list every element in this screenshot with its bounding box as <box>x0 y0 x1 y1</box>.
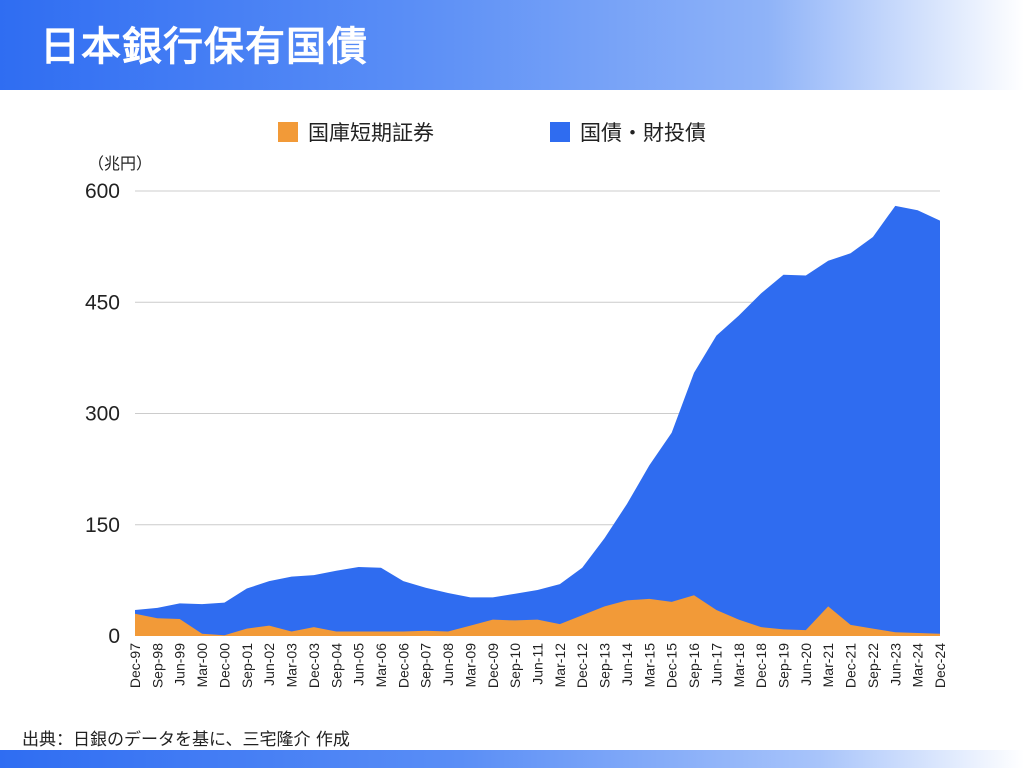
x-tick-label: Jun-20 <box>798 643 814 686</box>
legend-label-jgb: 国債・財投債 <box>580 121 706 145</box>
series-area-tb <box>135 595 940 636</box>
x-tick-label: Dec-21 <box>843 643 859 688</box>
x-tick-label: Mar-09 <box>462 643 478 688</box>
x-tick-label: Dec-03 <box>306 643 322 688</box>
x-tick-label: Sep-22 <box>865 643 881 688</box>
x-tick-label: Jun-14 <box>619 643 635 686</box>
area-layer <box>135 205 940 637</box>
x-tick-label: Dec-18 <box>753 643 769 688</box>
y-tick-label: 450 <box>85 291 120 314</box>
legend-item-jgb: 国債・財投債 <box>550 117 706 147</box>
bottom-bar <box>0 750 1024 768</box>
x-tick-label: Mar-03 <box>284 643 300 688</box>
x-tick-label: Jun-05 <box>351 643 367 686</box>
title-bar: 日本銀行保有国債 <box>0 0 1024 90</box>
y-tick-label: 150 <box>85 514 120 537</box>
x-tick-label: Mar-21 <box>820 643 836 688</box>
chart-legend: 国庫短期証券 国債・財投債 <box>0 117 1024 147</box>
x-tick-label: Mar-24 <box>910 643 926 688</box>
x-tick-label: Sep-16 <box>686 643 702 688</box>
x-tick-label: Sep-04 <box>328 643 344 688</box>
x-tick-layer: Dec-97 Sep-98 Jun-99 Mar-00 Dec-00 Sep-01 Jun-… <box>127 643 948 688</box>
source-note: 出典：日銀のデータを基に、三宅隆介 作成 <box>22 730 350 750</box>
y-tick-label: 0 <box>108 625 120 648</box>
x-tick-label: Mar-00 <box>194 643 210 688</box>
x-tick-label: Jun-08 <box>440 643 456 686</box>
x-tick-label: Sep-07 <box>418 643 434 688</box>
x-tick-label: Dec-15 <box>664 643 680 688</box>
x-tick-label: Dec-06 <box>395 643 411 688</box>
x-tick-label: Dec-00 <box>216 643 232 688</box>
page-title: 日本銀行保有国債 <box>40 24 368 70</box>
x-tick-label: Sep-01 <box>239 643 255 688</box>
x-tick-label: Mar-12 <box>552 643 568 688</box>
x-tick-label: Mar-15 <box>641 643 657 688</box>
x-tick-label: Jun-99 <box>172 643 188 686</box>
legend-swatch-tb <box>278 122 298 142</box>
legend-item-tb: 国庫短期証券 <box>278 117 434 147</box>
x-tick-label: Mar-18 <box>731 643 747 688</box>
y-tick-label: 300 <box>85 403 120 426</box>
y-tick-label: 600 <box>85 180 120 203</box>
x-tick-label: Dec-09 <box>485 643 501 688</box>
x-tick-label: Dec-12 <box>574 643 590 688</box>
x-tick-label: Jun-11 <box>530 643 546 685</box>
legend-swatch-jgb <box>550 122 570 142</box>
series-area-jgb <box>135 205 940 637</box>
y-tick-layer: 0 150 300 450 600 <box>85 180 120 648</box>
legend-label-tb: 国庫短期証券 <box>308 121 434 145</box>
y-axis-unit-label: （兆円） <box>88 154 153 173</box>
x-tick-label: Sep-13 <box>597 643 613 688</box>
x-tick-label: Jun-17 <box>708 643 724 686</box>
x-tick-label: Dec-24 <box>932 643 948 688</box>
x-tick-label: Sep-19 <box>775 643 791 688</box>
x-tick-label: Dec-97 <box>127 643 143 688</box>
x-tick-label: Sep-98 <box>149 643 165 688</box>
x-tick-label: Jun-23 <box>887 643 903 686</box>
x-tick-label: Jun-02 <box>261 643 277 686</box>
x-tick-label: Sep-10 <box>507 643 523 688</box>
x-tick-label: Mar-06 <box>373 643 389 688</box>
